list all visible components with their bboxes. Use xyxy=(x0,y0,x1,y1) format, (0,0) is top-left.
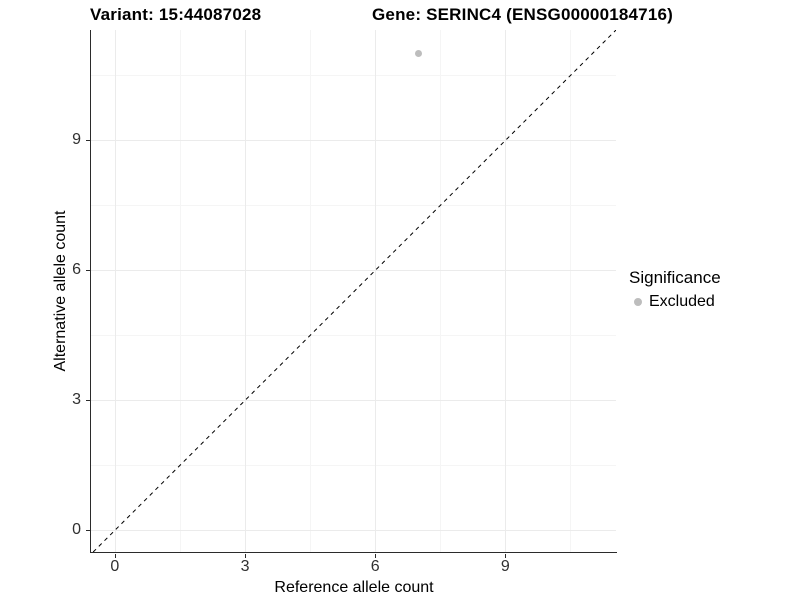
legend-entry: Excluded xyxy=(629,293,721,311)
x-axis-line xyxy=(90,551,617,553)
legend-title: Significance xyxy=(629,268,721,287)
major-gridline-horizontal xyxy=(91,140,616,142)
minor-gridline-horizontal xyxy=(91,205,616,207)
major-gridline-vertical xyxy=(505,30,507,552)
major-gridline-horizontal xyxy=(91,270,616,272)
x-tick-label: 0 xyxy=(110,558,120,575)
y-tick-label: 9 xyxy=(72,131,81,149)
major-gridline-horizontal xyxy=(91,530,616,532)
x-axis-tick xyxy=(375,553,377,558)
y-tick-label: 6 xyxy=(72,261,81,279)
y-axis-tick xyxy=(85,400,90,402)
legend-key-dot-icon xyxy=(634,298,642,306)
variant-title: Variant: 15:44087028 xyxy=(90,5,262,24)
plot-panel: 0 3 6 9 0 3 6 9 xyxy=(72,30,616,575)
identity-dashed-line xyxy=(92,30,616,552)
major-gridline-vertical xyxy=(375,30,377,552)
y-tick-label: 3 xyxy=(72,391,81,409)
y-axis-label: Alternative allele count xyxy=(52,210,69,372)
minor-gridline-vertical xyxy=(310,30,312,552)
y-axis-tick xyxy=(85,140,90,142)
x-axis-tick xyxy=(114,553,116,558)
y-axis-tick xyxy=(85,270,90,272)
minor-gridline-horizontal xyxy=(91,465,616,467)
identity-line-layer xyxy=(92,30,616,552)
minor-gridline-vertical xyxy=(570,30,572,552)
legend-entry-label: Excluded xyxy=(649,293,715,310)
minor-gridline-horizontal xyxy=(91,75,616,77)
y-tick-label: 0 xyxy=(72,521,81,539)
major-gridline-horizontal xyxy=(91,400,616,402)
gene-title: Gene: SERINC4 (ENSG00000184716) xyxy=(372,5,674,24)
y-axis-line xyxy=(90,30,92,553)
data-point xyxy=(415,50,423,58)
legend: Significance Excluded xyxy=(629,268,721,311)
minor-gridline-vertical xyxy=(440,30,442,552)
x-tick-label: 9 xyxy=(500,558,510,575)
x-axis-tick xyxy=(505,553,507,558)
major-gridline-vertical xyxy=(114,30,116,552)
major-gridline-vertical xyxy=(245,30,247,552)
x-tick-label: 3 xyxy=(240,558,250,575)
x-tick-label: 6 xyxy=(370,558,380,575)
minor-gridline-horizontal xyxy=(91,335,616,337)
legend-entries: Excluded xyxy=(629,293,721,311)
y-axis-tick xyxy=(85,530,90,532)
minor-gridline-vertical xyxy=(179,30,181,552)
x-axis-label: Reference allele count xyxy=(274,579,434,596)
x-axis-tick xyxy=(245,553,247,558)
